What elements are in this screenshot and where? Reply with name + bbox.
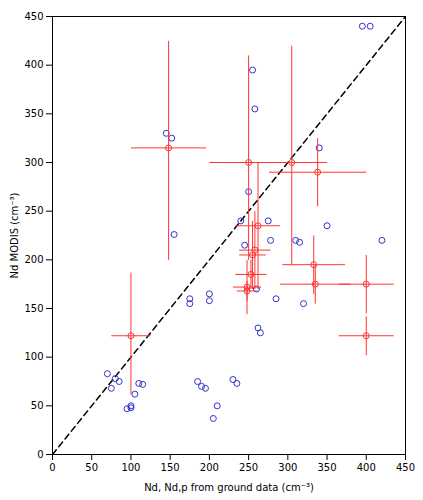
- svg-text:250: 250: [24, 205, 43, 216]
- svg-text:450: 450: [24, 11, 43, 22]
- svg-text:250: 250: [239, 462, 258, 473]
- svg-text:450: 450: [396, 462, 415, 473]
- svg-text:150: 150: [161, 462, 180, 473]
- svg-text:0: 0: [37, 449, 43, 460]
- svg-text:200: 200: [200, 462, 219, 473]
- svg-text:400: 400: [357, 462, 376, 473]
- svg-text:Nd MODIS (cm⁻³): Nd MODIS (cm⁻³): [9, 192, 20, 278]
- svg-text:Nd, Nd,p from ground data (cm⁻: Nd, Nd,p from ground data (cm⁻³): [144, 482, 314, 493]
- svg-text:0: 0: [49, 462, 55, 473]
- svg-text:300: 300: [278, 462, 297, 473]
- svg-text:100: 100: [24, 351, 43, 362]
- svg-text:300: 300: [24, 157, 43, 168]
- svg-text:350: 350: [24, 108, 43, 119]
- svg-text:50: 50: [85, 462, 98, 473]
- svg-text:50: 50: [31, 400, 44, 411]
- svg-text:150: 150: [24, 303, 43, 314]
- svg-text:400: 400: [24, 59, 43, 70]
- svg-text:100: 100: [121, 462, 140, 473]
- svg-text:350: 350: [318, 462, 337, 473]
- svg-text:200: 200: [24, 254, 43, 265]
